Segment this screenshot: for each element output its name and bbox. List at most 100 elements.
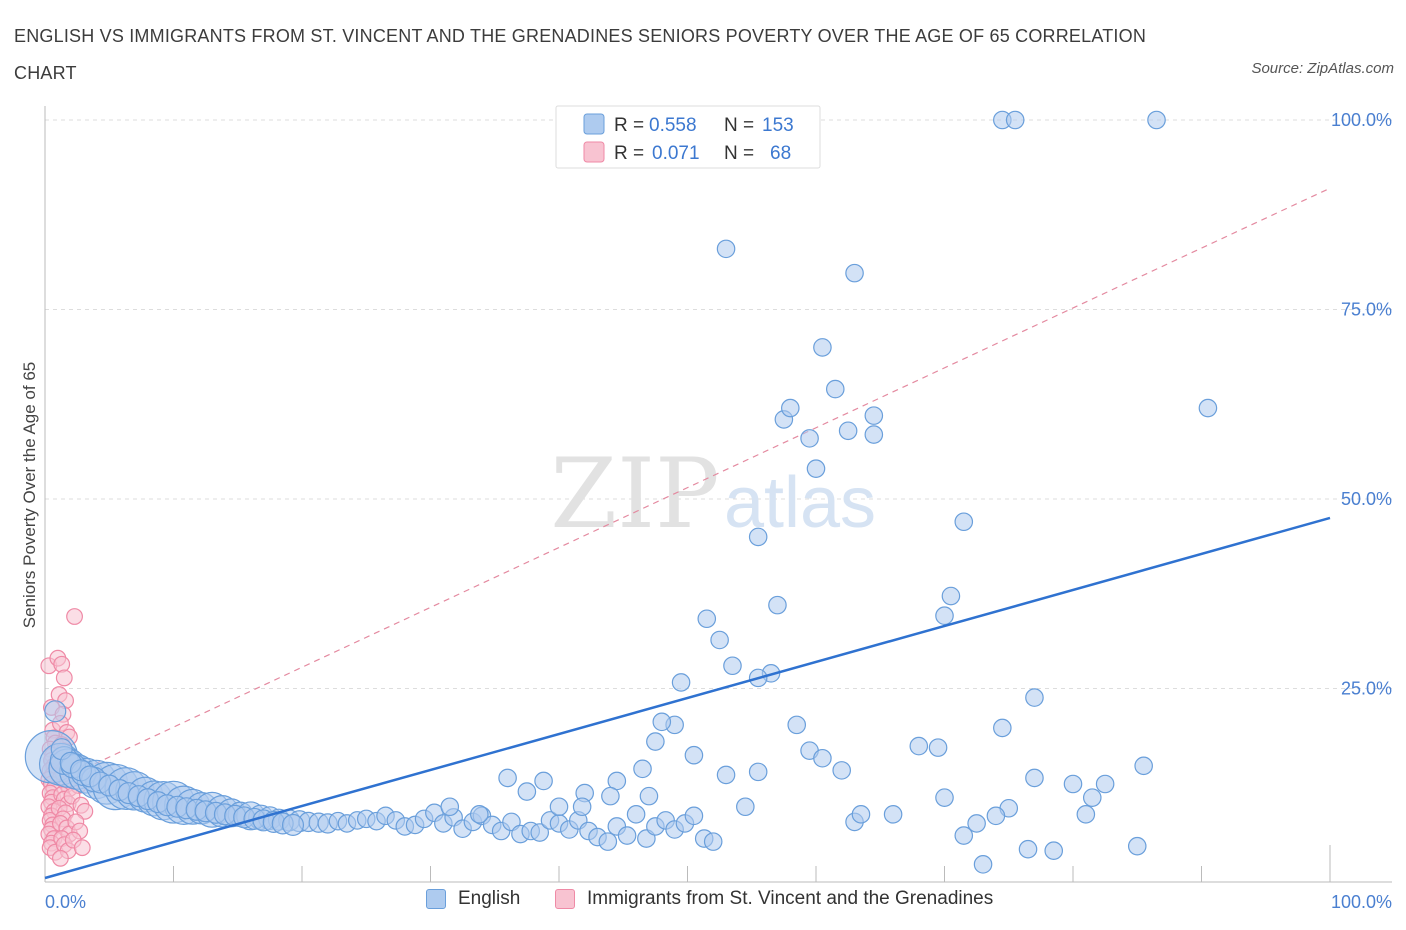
data-point-english (967, 814, 986, 833)
legend-r-label: R = (614, 115, 644, 136)
data-point-english (935, 606, 954, 626)
legend-swatch-immigrants (555, 889, 575, 909)
y-axis-label: Seniors Poverty Over the Age of 65 (20, 362, 39, 628)
data-point-english (954, 512, 974, 532)
tick-labels: 25.0% 50.0% 75.0% 100.0% 0.0% 100.0% (45, 110, 1392, 912)
data-point-english (1127, 836, 1147, 856)
stats-legend: R = 0.558 N = 153 R = 0.071 N = 68 (555, 105, 821, 169)
y-tick-label: 50.0% (1341, 489, 1392, 509)
data-point-english (1095, 774, 1115, 794)
gridlines (45, 119, 1392, 689)
data-point-english (281, 813, 305, 836)
legend-swatch-blue (583, 113, 605, 135)
data-point-english (883, 805, 903, 824)
x-tick-label: 0.0% (45, 892, 86, 912)
data-point-english (864, 406, 884, 425)
trend-line-immigrants (44, 187, 1331, 788)
data-point-english (935, 788, 954, 807)
data-point-english (534, 771, 553, 791)
data-point-english (787, 715, 807, 735)
data-point-english (993, 718, 1012, 738)
data-point-english (1005, 110, 1025, 130)
data-point-english (572, 797, 592, 817)
data-point-english (1076, 805, 1096, 824)
y-tick-label: 25.0% (1341, 679, 1392, 699)
data-point-english (440, 797, 460, 817)
data-point-english (601, 786, 620, 806)
data-point-immigrants (55, 669, 73, 687)
data-point-english (703, 832, 723, 851)
data-point-immigrants (51, 849, 69, 867)
data-point-english (617, 826, 637, 845)
trend-line (44, 187, 1331, 788)
data-point-english (941, 586, 961, 606)
data-point-english (684, 806, 704, 826)
data-point-english (800, 429, 819, 448)
data-point-immigrants (66, 608, 83, 625)
legend-r-value: 0.558 (649, 115, 697, 136)
legend-item-english[interactable]: English (426, 888, 520, 910)
data-point-english (1044, 841, 1064, 861)
data-point-english (598, 832, 618, 851)
series-legend: English Immigrants from St. Vincent and … (0, 888, 1406, 916)
data-point-english (549, 797, 569, 817)
data-point-english (723, 656, 742, 676)
data-point-english (498, 768, 517, 788)
legend-item-immigrants[interactable]: Immigrants from St. Vincent and the Gren… (555, 888, 993, 910)
data-point-english (652, 712, 672, 732)
trend-line-english (44, 516, 1331, 880)
data-point-english (973, 855, 993, 874)
data-point-english (470, 805, 489, 824)
data-point-english (986, 806, 1006, 826)
data-point-english (825, 379, 845, 399)
data-point-english (716, 765, 736, 785)
data-point-english (1018, 839, 1038, 859)
data-point-english (1025, 768, 1044, 788)
data-point-english (716, 239, 736, 259)
legend-r-label: R = (614, 143, 644, 164)
trend-line (44, 516, 1331, 880)
data-point-english (845, 263, 864, 283)
points-english (24, 110, 1218, 874)
data-point-english (1025, 688, 1044, 707)
data-point-english (832, 761, 851, 780)
data-point-english (954, 826, 974, 845)
legend-n-value: 153 (762, 115, 794, 136)
data-point-english (851, 805, 871, 824)
data-point-english (646, 732, 665, 751)
legend-label-immigrants: Immigrants from St. Vincent and the Gren… (587, 888, 994, 909)
data-point-english (748, 527, 768, 547)
data-point-english (44, 700, 67, 723)
data-point-english (768, 595, 787, 615)
watermark-atlas: atlas (724, 463, 876, 543)
data-point-english (1063, 774, 1083, 794)
legend-r-value: 0.071 (652, 143, 700, 164)
data-point-english (813, 748, 832, 768)
legend-n-label: N = (724, 115, 754, 136)
watermark-zip: ZIP (550, 438, 719, 550)
data-point-english (710, 630, 729, 650)
data-point-english (633, 759, 652, 779)
chart-title: ENGLISH VS IMMIGRANTS FROM ST. VINCENT A… (14, 26, 1147, 83)
data-point-english (1082, 788, 1102, 807)
data-point-english (806, 459, 826, 478)
legend-n-label: N = (724, 143, 754, 164)
data-point-english (781, 398, 800, 418)
data-point-english (684, 745, 704, 765)
source-note: Source: ZipAtlas.com (1251, 60, 1394, 77)
data-point-english (909, 736, 929, 756)
data-point-english (864, 425, 884, 444)
y-tick-label: 100.0% (1331, 110, 1392, 130)
data-point-english (530, 823, 550, 842)
legend-swatch-pink (583, 141, 605, 163)
data-point-english (1134, 756, 1153, 776)
data-point-english (838, 421, 858, 441)
data-point-immigrants (73, 839, 91, 857)
data-point-english (626, 805, 646, 824)
legend-n-value: 68 (770, 143, 791, 164)
data-point-english (1198, 398, 1218, 418)
data-point-english (697, 609, 717, 629)
x-tick-label: 100.0% (1331, 892, 1392, 912)
data-point-english (928, 738, 948, 757)
data-point-immigrants (53, 655, 71, 673)
